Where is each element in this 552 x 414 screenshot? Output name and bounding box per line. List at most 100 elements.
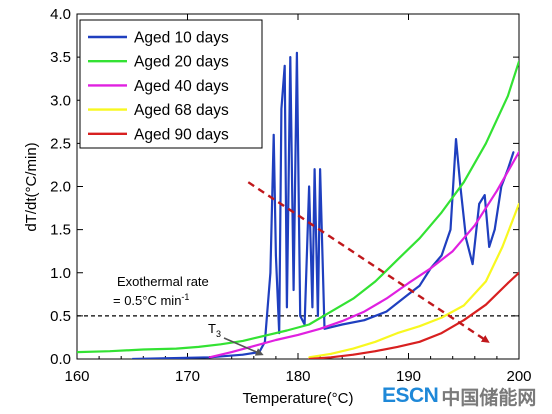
legend: Aged 10 days Aged 20 days Aged 40 days Aged… xyxy=(79,19,263,149)
series-line-2 xyxy=(77,61,519,354)
series-point xyxy=(352,347,355,350)
series-point xyxy=(440,316,443,319)
threshold-label-sup: -1 xyxy=(181,292,189,302)
series-point xyxy=(465,237,467,240)
y-tick-label: 1.5 xyxy=(50,222,71,239)
series-point xyxy=(518,202,519,205)
series-point xyxy=(483,194,486,197)
series-point xyxy=(264,334,266,337)
y-tick-label: 0.0 xyxy=(50,351,71,368)
threshold-label-line1: Exothermal rate xyxy=(117,274,209,289)
y-tick-label: 3.0 xyxy=(50,92,71,109)
series-point xyxy=(272,133,275,136)
series-point xyxy=(396,346,399,348)
series-point xyxy=(449,228,452,231)
series-point xyxy=(455,138,457,141)
series-point xyxy=(488,246,491,248)
y-tick-label: 2.5 xyxy=(50,135,71,152)
series-point xyxy=(319,327,321,330)
series-point xyxy=(501,246,504,248)
series-point xyxy=(289,56,292,58)
series-point xyxy=(275,254,277,257)
legend-label-4: Aged 68 days xyxy=(134,102,229,119)
series-point xyxy=(440,332,443,334)
series-point xyxy=(330,356,332,359)
series-point xyxy=(352,353,355,356)
legend-label-2: Aged 20 days xyxy=(134,54,229,71)
x-tick-label: 200 xyxy=(506,368,531,385)
series-point xyxy=(319,168,321,171)
legend-box xyxy=(79,19,263,149)
series-point xyxy=(418,237,421,240)
series-point xyxy=(308,358,310,359)
series-point xyxy=(311,306,314,309)
series-point xyxy=(507,95,509,97)
series-point xyxy=(308,323,310,326)
t3-arrow xyxy=(223,337,264,356)
series-point xyxy=(363,310,366,313)
series-point xyxy=(462,304,465,307)
series-point xyxy=(109,350,112,353)
series-layer xyxy=(77,51,519,359)
y-axis-label: dT/dt(°C/min) xyxy=(23,142,40,231)
y-tick-label: 1.0 xyxy=(50,265,71,282)
x-tick-label: 180 xyxy=(285,368,310,385)
series-point xyxy=(297,334,299,336)
series-point xyxy=(280,108,283,110)
series-point xyxy=(471,263,474,265)
legend-label-3: Aged 40 days xyxy=(134,78,229,95)
tick-labels: 160 170 180 190 200 0.0 0.5 1.0 1.5 2.0 2.5 3.0 3.5 4… xyxy=(50,6,531,385)
series-point xyxy=(330,310,332,313)
series-point xyxy=(269,271,272,274)
series-point xyxy=(197,346,200,348)
series-point xyxy=(308,185,310,188)
series-point xyxy=(175,347,178,350)
series-point xyxy=(440,211,443,214)
series-point xyxy=(396,332,399,334)
y-tick-label: 2.0 xyxy=(50,179,71,196)
trend-arrow xyxy=(247,181,490,343)
series-point xyxy=(473,224,476,227)
series-point xyxy=(283,64,286,67)
series-point xyxy=(496,189,498,192)
watermark-cn: 中国储能网 xyxy=(441,387,537,409)
series-point xyxy=(418,340,421,343)
series-point xyxy=(507,282,509,284)
series-point xyxy=(299,315,302,317)
t3-sub: 3 xyxy=(216,329,221,339)
series-point xyxy=(296,51,298,54)
series-point xyxy=(512,151,515,153)
series-point xyxy=(219,343,222,346)
series-point xyxy=(286,306,288,309)
series-point xyxy=(518,60,519,63)
series-point xyxy=(385,297,388,300)
series-point xyxy=(142,348,145,351)
legend-label-1: Aged 10 days xyxy=(134,30,229,47)
series-point xyxy=(341,323,344,326)
series-point xyxy=(330,352,332,355)
series-line-1 xyxy=(132,51,515,359)
series-point xyxy=(352,297,355,300)
series-point xyxy=(407,282,410,284)
series-point xyxy=(374,350,377,353)
series-point xyxy=(317,315,319,317)
series-point xyxy=(374,340,377,343)
series-point xyxy=(341,320,344,322)
series-point xyxy=(518,271,519,274)
series-point xyxy=(374,280,377,283)
x-axis-label: Temperature(°C) xyxy=(242,390,353,407)
series-point xyxy=(418,284,421,287)
y-tick-label: 4.0 xyxy=(50,6,71,23)
y-tick-label: 3.5 xyxy=(50,49,71,66)
t3-label: T3 xyxy=(208,321,221,339)
series-point xyxy=(518,151,519,153)
series-point xyxy=(208,356,211,359)
series-point xyxy=(131,358,134,359)
series-point xyxy=(292,289,295,291)
y-tick-label: 0.5 xyxy=(50,308,71,325)
series-point xyxy=(407,293,410,296)
series-point xyxy=(478,202,481,205)
series-point xyxy=(77,351,78,353)
threshold-label-line2: = 0.5°C min-1 xyxy=(113,292,189,308)
